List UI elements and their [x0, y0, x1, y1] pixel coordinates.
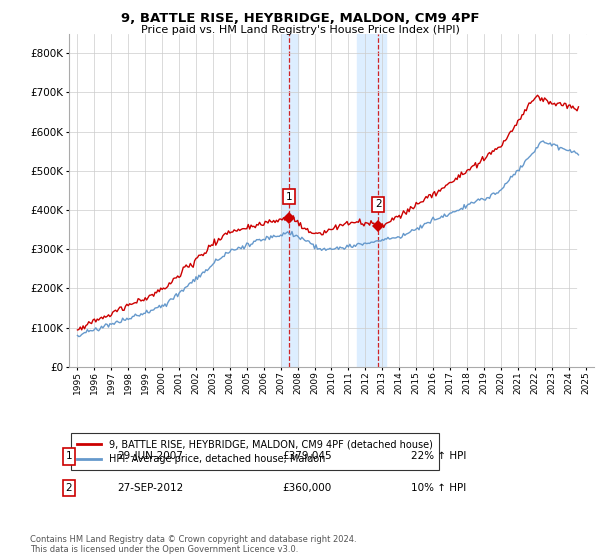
Text: 22% ↑ HPI: 22% ↑ HPI [411, 451, 466, 461]
Text: 10% ↑ HPI: 10% ↑ HPI [411, 483, 466, 493]
Text: 27-SEP-2012: 27-SEP-2012 [117, 483, 183, 493]
Text: Contains HM Land Registry data © Crown copyright and database right 2024.
This d: Contains HM Land Registry data © Crown c… [30, 535, 356, 554]
Text: £360,000: £360,000 [282, 483, 331, 493]
Text: 9, BATTLE RISE, HEYBRIDGE, MALDON, CM9 4PF: 9, BATTLE RISE, HEYBRIDGE, MALDON, CM9 4… [121, 12, 479, 25]
Text: 2: 2 [65, 483, 73, 493]
Text: 1: 1 [286, 192, 292, 202]
Bar [577, 34, 594, 367]
Legend: 9, BATTLE RISE, HEYBRIDGE, MALDON, CM9 4PF (detached house), HPI: Average price,: 9, BATTLE RISE, HEYBRIDGE, MALDON, CM9 4… [71, 433, 439, 470]
Bar [281, 34, 298, 367]
Bar [357, 34, 386, 367]
Text: Price paid vs. HM Land Registry's House Price Index (HPI): Price paid vs. HM Land Registry's House … [140, 25, 460, 35]
Text: £379,045: £379,045 [282, 451, 332, 461]
Text: 1: 1 [65, 451, 73, 461]
Text: 29-JUN-2007: 29-JUN-2007 [117, 451, 183, 461]
Text: 2: 2 [375, 199, 382, 209]
